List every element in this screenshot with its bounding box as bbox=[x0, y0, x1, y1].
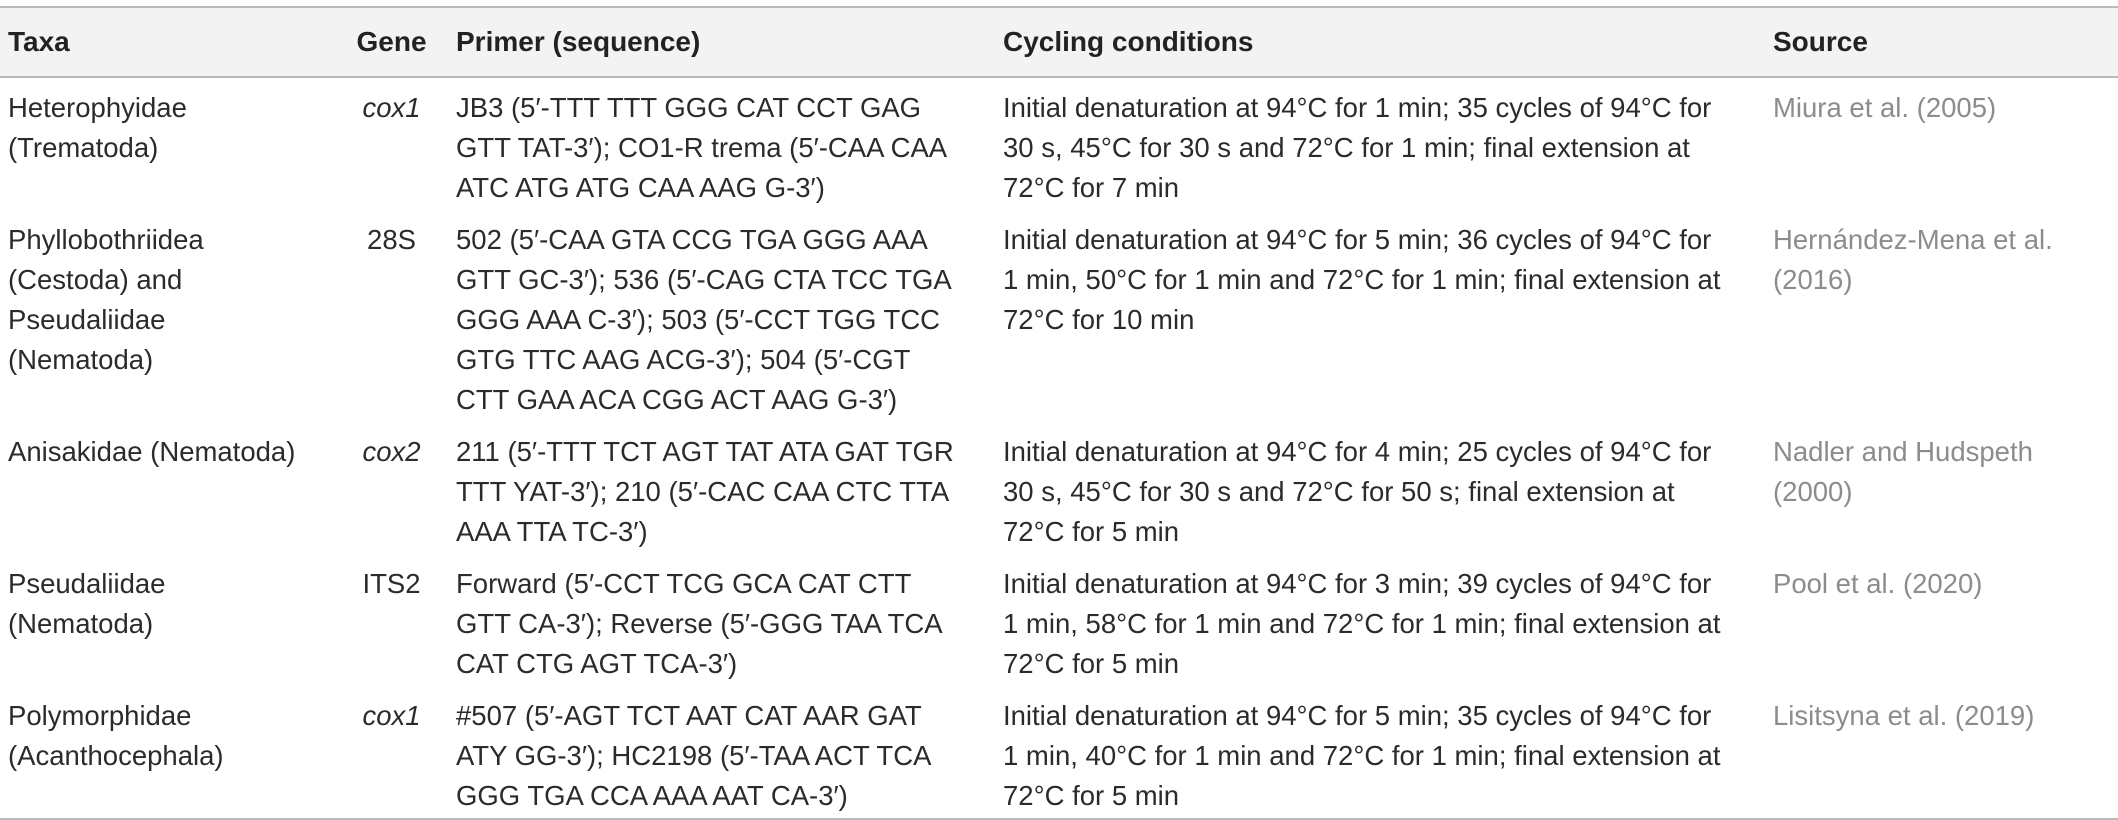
cell-taxa-line: (Cestoda) and bbox=[8, 264, 183, 295]
header-gene: Gene bbox=[356, 26, 427, 57]
cell-cycling-line: 1 min, 40°C for 1 min and 72°C for 1 min… bbox=[1003, 740, 1721, 771]
cell-cycling: Initial denaturation at 94°C for 5 min; … bbox=[995, 686, 1765, 819]
table-row: Phyllobothriidea (Cestoda) and Pseudaliida… bbox=[0, 210, 2118, 422]
cell-gene: cox1 bbox=[335, 686, 448, 819]
cell-cycling-line: Initial denaturation at 94°C for 5 min; … bbox=[1003, 224, 1712, 255]
header-cycling: Cycling conditions bbox=[1003, 26, 1254, 57]
cell-source-line: Pool et al. (2020) bbox=[1773, 568, 1983, 599]
cell-source-line: Nadler and Hudspeth bbox=[1773, 436, 2033, 467]
cell-primer-line: GGG AAA C-3′); 503 (5′-CCT TGG TCC bbox=[456, 304, 941, 335]
cell-source-line: Lisitsyna et al. (2019) bbox=[1773, 700, 2035, 731]
cell-cycling-line: Initial denaturation at 94°C for 1 min; … bbox=[1003, 92, 1712, 123]
cell-primer-line: TTT YAT-3′); 210 (5′-CAC CAA CTC TTA bbox=[456, 476, 950, 507]
cell-primer-line: Forward (5′-CCT TCG GCA CAT CTT bbox=[456, 568, 912, 599]
cell-primer: JB3 (5′-TTT TTT GGG CAT CCT GAG GTT TAT-3… bbox=[448, 77, 995, 210]
cell-primer: #507 (5′-AGT TCT AAT CAT AAR GAT ATY GG-3… bbox=[448, 686, 995, 819]
cell-primer: 211 (5′-TTT TCT AGT TAT ATA GAT TGR TTT Y… bbox=[448, 422, 995, 554]
cell-source: Nadler and Hudspeth (2000) bbox=[1765, 422, 2118, 554]
cell-gene-text: ITS2 bbox=[362, 568, 421, 599]
cell-gene-text: 28S bbox=[367, 224, 416, 255]
cell-primer-line: CTT GAA ACA CGG ACT AAG G-3′) bbox=[456, 384, 898, 415]
cell-primer-line: GTT CA-3′); Reverse (5′-GGG TAA TCA bbox=[456, 608, 943, 639]
cell-primer: 502 (5′-CAA GTA CCG TGA GGG AAA GTT GC-3′… bbox=[448, 210, 995, 422]
cell-cycling-line: 72°C for 5 min bbox=[1003, 516, 1180, 547]
cell-primer-line: GTT TAT-3′); CO1-R trema (5′-CAA CAA bbox=[456, 132, 948, 163]
table-body: Heterophyidae (Trematoda) cox1 JB3 (5′-TTT … bbox=[0, 77, 2118, 819]
cell-taxa: Phyllobothriidea (Cestoda) and Pseudaliida… bbox=[0, 210, 335, 422]
cell-primer-line: 211 (5′-TTT TCT AGT TAT ATA GAT TGR bbox=[456, 436, 954, 467]
cell-primer-line: AAA TTA TC-3′) bbox=[456, 516, 648, 547]
cell-taxa: Polymorphidae (Acanthocephala) bbox=[0, 686, 335, 819]
cell-gene-text: cox2 bbox=[362, 436, 421, 467]
cell-source-line: Miura et al. (2005) bbox=[1773, 92, 1997, 123]
cell-primer-line: #507 (5′-AGT TCT AAT CAT AAR GAT bbox=[456, 700, 922, 731]
cell-cycling-line: 72°C for 10 min bbox=[1003, 304, 1195, 335]
cell-source: Pool et al. (2020) bbox=[1765, 554, 2118, 686]
cell-taxa-line: Heterophyidae bbox=[8, 92, 187, 123]
cell-primer: Forward (5′-CCT TCG GCA CAT CTT GTT CA-3′… bbox=[448, 554, 995, 686]
cell-taxa-line: (Nematoda) bbox=[8, 608, 154, 639]
table-header-row: Taxa Gene Primer (sequence) Cycling cond… bbox=[0, 7, 2118, 77]
cell-taxa-line: Pseudaliidae bbox=[8, 304, 166, 335]
cell-cycling-line: Initial denaturation at 94°C for 3 min; … bbox=[1003, 568, 1712, 599]
cell-taxa-line: Pseudaliidae bbox=[8, 568, 166, 599]
cell-gene-text: cox1 bbox=[362, 700, 421, 731]
cell-taxa: Heterophyidae (Trematoda) bbox=[0, 77, 335, 210]
cell-taxa-line: Polymorphidae bbox=[8, 700, 192, 731]
primer-table: Taxa Gene Primer (sequence) Cycling cond… bbox=[0, 6, 2118, 820]
cell-taxa-line: Phyllobothriidea bbox=[8, 224, 204, 255]
cell-cycling: Initial denaturation at 94°C for 3 min; … bbox=[995, 554, 1765, 686]
cell-taxa-line: (Nematoda) bbox=[8, 344, 154, 375]
cell-primer-line: GGG TGA CCA AAA AAT CA-3′) bbox=[456, 780, 848, 811]
cell-source-line: (2016) bbox=[1773, 264, 1853, 295]
cell-taxa-line: (Trematoda) bbox=[8, 132, 159, 163]
cell-primer-line: GTG TTC AAG ACG-3′); 504 (5′-CGT bbox=[456, 344, 911, 375]
cell-gene: cox2 bbox=[335, 422, 448, 554]
cell-primer-line: 502 (5′-CAA GTA CCG TGA GGG AAA bbox=[456, 224, 928, 255]
cell-taxa-line: Anisakidae (Nematoda) bbox=[8, 436, 296, 467]
header-primer: Primer (sequence) bbox=[456, 26, 701, 57]
primer-table-container: Taxa Gene Primer (sequence) Cycling cond… bbox=[0, 6, 2118, 820]
cell-source: Hernández-Mena et al. (2016) bbox=[1765, 210, 2118, 422]
cell-cycling: Initial denaturation at 94°C for 4 min; … bbox=[995, 422, 1765, 554]
cell-taxa: Pseudaliidae (Nematoda) bbox=[0, 554, 335, 686]
cell-taxa: Anisakidae (Nematoda) bbox=[0, 422, 335, 554]
cell-primer-line: GTT GC-3′); 536 (5′-CAG CTA TCC TGA bbox=[456, 264, 952, 295]
cell-primer-line: JB3 (5′-TTT TTT GGG CAT CCT GAG bbox=[456, 92, 922, 123]
cell-cycling-line: 1 min, 58°C for 1 min and 72°C for 1 min… bbox=[1003, 608, 1721, 639]
cell-source: Lisitsyna et al. (2019) bbox=[1765, 686, 2118, 819]
table-row: Polymorphidae (Acanthocephala) cox1 #507 (5… bbox=[0, 686, 2118, 819]
cell-gene-text: cox1 bbox=[362, 92, 421, 123]
cell-primer-line: CAT CTG AGT TCA-3′) bbox=[456, 648, 738, 679]
table-row: Pseudaliidae (Nematoda) ITS2 Forward (5′-CC… bbox=[0, 554, 2118, 686]
cell-cycling: Initial denaturation at 94°C for 1 min; … bbox=[995, 77, 1765, 210]
table-row: Heterophyidae (Trematoda) cox1 JB3 (5′-TTT … bbox=[0, 77, 2118, 210]
header-taxa: Taxa bbox=[8, 26, 70, 57]
cell-gene: ITS2 bbox=[335, 554, 448, 686]
cell-gene: 28S bbox=[335, 210, 448, 422]
cell-gene: cox1 bbox=[335, 77, 448, 210]
cell-source-line: Hernández-Mena et al. bbox=[1773, 224, 2053, 255]
cell-cycling-line: 30 s, 45°C for 30 s and 72°C for 1 min; … bbox=[1003, 132, 1690, 163]
cell-cycling-line: Initial denaturation at 94°C for 5 min; … bbox=[1003, 700, 1712, 731]
cell-source-line: (2000) bbox=[1773, 476, 1853, 507]
cell-cycling-line: 72°C for 5 min bbox=[1003, 648, 1180, 679]
cell-cycling-line: Initial denaturation at 94°C for 4 min; … bbox=[1003, 436, 1712, 467]
cell-primer-line: ATC ATG ATG CAA AAG G-3′) bbox=[456, 172, 825, 203]
cell-cycling: Initial denaturation at 94°C for 5 min; … bbox=[995, 210, 1765, 422]
header-source: Source bbox=[1773, 26, 1868, 57]
cell-primer-line: ATY GG-3′); HC2198 (5′-TAA ACT TCA bbox=[456, 740, 932, 771]
cell-source: Miura et al. (2005) bbox=[1765, 77, 2118, 210]
cell-cycling-line: 72°C for 5 min bbox=[1003, 780, 1180, 811]
table-row: Anisakidae (Nematoda) cox2 211 (5′-TTT TCT… bbox=[0, 422, 2118, 554]
cell-cycling-line: 72°C for 7 min bbox=[1003, 172, 1180, 203]
cell-taxa-line: (Acanthocephala) bbox=[8, 740, 224, 771]
cell-cycling-line: 1 min, 50°C for 1 min and 72°C for 1 min… bbox=[1003, 264, 1721, 295]
cell-cycling-line: 30 s, 45°C for 30 s and 72°C for 50 s; f… bbox=[1003, 476, 1675, 507]
